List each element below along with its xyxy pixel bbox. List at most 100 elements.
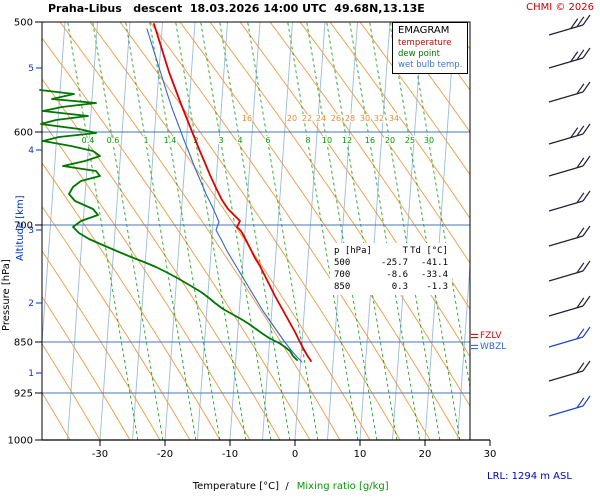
- wind-barb: [548, 360, 591, 382]
- dry-adiabat-line: [0, 22, 10, 440]
- mixing-ratio-value-label: 4: [237, 136, 242, 145]
- dry-adiabat-line: [449, 22, 470, 50]
- mixing-ratio-value-label: 12: [342, 136, 352, 145]
- dry-adiabat-line: [42, 391, 71, 440]
- mixing-ratio-line: [287, 22, 359, 440]
- mixing-ratio-value-label: 10: [322, 136, 332, 145]
- dry-adiabat-line: [239, 22, 470, 358]
- isotherm-line: [490, 22, 520, 440]
- isotherm-line: [197, 22, 228, 440]
- dry-adiabat-line: [570, 22, 600, 440]
- dry-adiabat-line: [42, 205, 191, 440]
- dry-adiabat-line: [89, 22, 371, 440]
- isotherm-line: [327, 22, 358, 440]
- table-row: 850 0.3 -1.3: [334, 281, 448, 293]
- dry-adiabat-value-label: 22: [302, 114, 312, 123]
- dry-adiabat-line: [389, 22, 470, 133]
- pressure-tick-label: 925: [14, 389, 33, 400]
- wind-barb: [548, 260, 591, 282]
- dry-adiabat-value-label: 24: [316, 114, 326, 123]
- mixing-ratio-value-label: 0.4: [82, 136, 95, 145]
- table-cell: -41.1: [420, 258, 448, 268]
- wind-barb: [548, 295, 591, 317]
- dry-adiabat-line: [42, 342, 101, 440]
- altitude-tick-label: 2: [28, 299, 34, 309]
- dry-adiabat-line: [42, 250, 161, 440]
- mixing-ratio-line: [389, 22, 461, 440]
- curve-wet-bulb-temp: [146, 28, 303, 363]
- gridlines: [0, 22, 600, 440]
- mixing-ratio-line: [326, 22, 398, 440]
- mixing-ratio-value-label: 16: [365, 136, 375, 145]
- mixing-ratio-line: [200, 22, 272, 440]
- temperature-axis-caption: Temperature [°C] /: [192, 481, 289, 492]
- mixing-ratio-line: [67, 22, 139, 440]
- isotherm-line: [99, 22, 131, 440]
- dry-adiabat-line: [149, 22, 431, 440]
- table-header-row: p [hPa] T Td [°C]: [334, 245, 448, 257]
- table-cell: -8.6: [386, 270, 408, 280]
- legend-item-dew-point: dew point: [398, 49, 440, 59]
- isotherm-line: [262, 22, 293, 440]
- legend-item-wet-bulb-temp: wet bulb temp.: [398, 60, 463, 70]
- mixing-ratio-line: [149, 22, 221, 440]
- wind-barb: [548, 326, 591, 348]
- temperature-tick-label: 0: [292, 449, 298, 460]
- mixing-ratio-value-label: 3: [218, 136, 223, 145]
- pressure-tick-label: 700: [14, 221, 33, 232]
- dry-adiabat-line: [299, 22, 470, 264]
- dry-adiabat-line: [42, 162, 221, 440]
- isotherm-line: [164, 22, 196, 440]
- table-cell: Td [°C]: [410, 246, 448, 256]
- altitude-tick-label: 5: [28, 64, 34, 74]
- freezing-level-label: FZLV: [480, 331, 502, 341]
- isotherm-line: [359, 22, 391, 440]
- dry-adiabat-line: [42, 78, 281, 440]
- temperature-tick-label: -30: [92, 449, 108, 460]
- sounding-data-table: p [hPa] T Td [°C] 500 -25.7 -41.1 700 -8.6 -33.4…: [330, 243, 452, 295]
- dry-adiabat-value-label: 28: [345, 114, 355, 123]
- wind-barb: [548, 190, 591, 212]
- wind-barb: [548, 81, 591, 103]
- mixing-ratio-value-label: 8: [305, 136, 310, 145]
- dry-adiabat-line: [42, 119, 251, 440]
- x-axis-caption: Temperature [°C] / Mixing ratio [g/kg]: [180, 470, 389, 500]
- table-cell: -1.3: [426, 282, 448, 292]
- mixing-ratio-value-label: 1.4: [164, 136, 177, 145]
- dry-adiabat-line: [329, 22, 470, 220]
- dry-adiabat-value-label: 34: [389, 114, 399, 123]
- mixing-ratio-axis-caption: Mixing ratio [g/kg]: [296, 481, 389, 492]
- table-cell: 0.3: [391, 282, 408, 292]
- mixing-ratio-line: [349, 22, 421, 440]
- temperature-tick-label: 10: [354, 449, 367, 460]
- dry-adiabat-value-label: 16: [242, 114, 252, 123]
- legend-item-temperature: temperature: [398, 38, 452, 48]
- wind-barb: [548, 155, 591, 177]
- wind-barb: [548, 47, 591, 69]
- dry-adiabat-line: [269, 22, 470, 310]
- altitude-tick-label: 3: [28, 226, 34, 236]
- table-row: 700 -8.6 -33.4: [334, 269, 448, 281]
- dry-adiabat-line: [42, 37, 311, 440]
- curve-dew-point: [39, 89, 298, 361]
- pressure-tick-label: 850: [14, 338, 33, 349]
- isotherm-line: [294, 22, 326, 440]
- altitude-axis-label: Altitude [km]: [15, 195, 26, 261]
- lrl-status-text: LRL: 1294 m ASL: [487, 471, 572, 482]
- dry-adiabat-line: [59, 22, 341, 440]
- wind-barb: [548, 14, 591, 36]
- dry-adiabat-line: [359, 22, 470, 176]
- isotherm-line: [132, 22, 163, 440]
- mixing-ratio-line: [125, 22, 197, 440]
- table-cell: p [hPa]: [334, 246, 372, 256]
- table-cell: T: [402, 246, 408, 256]
- table-cell: 500: [334, 258, 351, 268]
- wet-bulb-zero-label: WBZL: [480, 342, 507, 352]
- wind-barb: [548, 123, 591, 145]
- isotherm-line: [457, 259, 470, 440]
- altitude-tick-label: 4: [28, 146, 34, 156]
- mixing-ratio-value-label: 20: [385, 136, 395, 145]
- pressure-tick-label: 1000: [8, 436, 33, 447]
- dry-adiabat-line: [419, 22, 470, 91]
